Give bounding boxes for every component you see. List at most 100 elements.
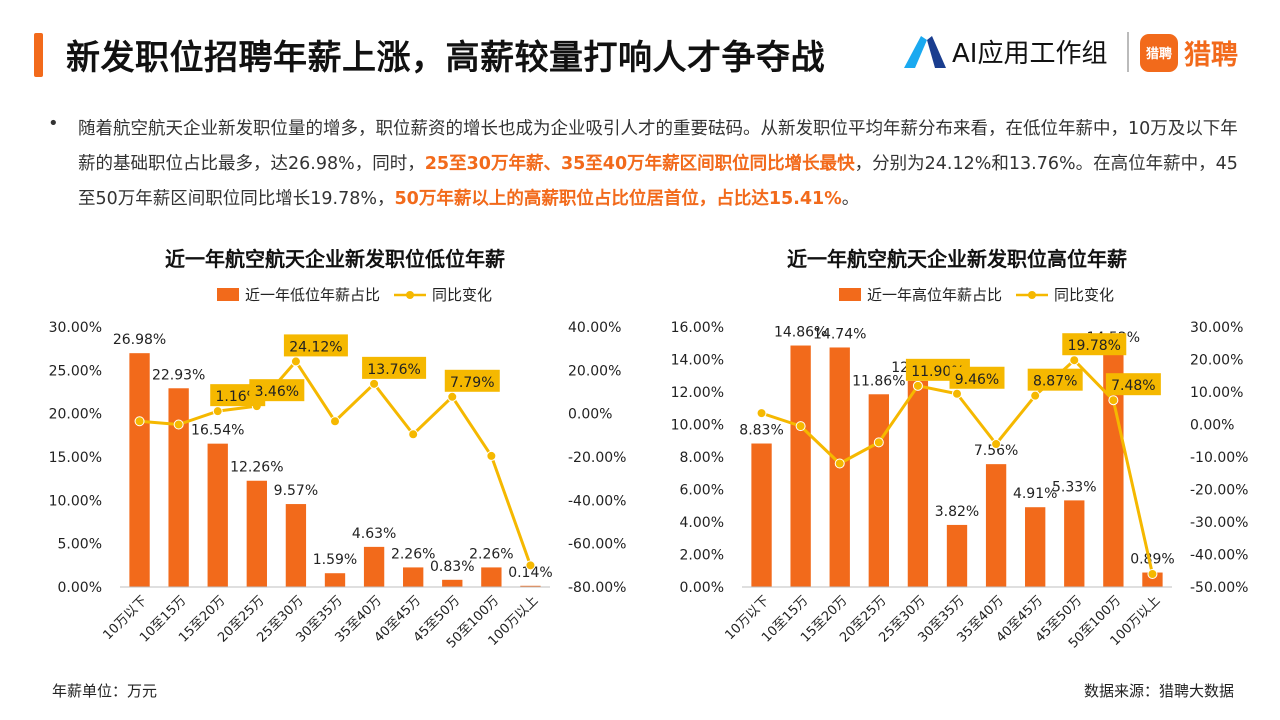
y-left-tick-label: 5.00% <box>58 537 102 553</box>
line-label-box <box>1062 333 1127 356</box>
yoy-line <box>139 359 532 566</box>
line-label: 7.79% <box>444 369 500 392</box>
y-left-tick-label: 4.00% <box>680 515 724 531</box>
y-left-tick-label: 12.00% <box>671 385 724 401</box>
y-left-tick-label: 14.00% <box>671 353 724 369</box>
bar <box>1025 507 1046 587</box>
legend-bar-swatch <box>839 288 861 301</box>
chart-title: 近一年航空航天企业新发职位低位年薪 <box>165 247 505 271</box>
bar <box>129 353 150 587</box>
bar <box>285 504 307 587</box>
legend-line-label: 同比变化 <box>432 286 492 304</box>
y-right-tick-label: -40.00% <box>568 493 626 509</box>
y-left-tick-label: 30.00% <box>49 320 102 336</box>
legend-line-label: 同比变化 <box>1054 286 1114 304</box>
line-label: 8.87% <box>1027 368 1083 391</box>
bar-value-label: 4.91% <box>1013 486 1057 502</box>
y-left-tick-label: 0.00% <box>680 580 724 596</box>
bar-value-label: 0.89% <box>1130 552 1174 568</box>
line-value-label: 9.46% <box>955 372 999 388</box>
line-label: 7.48% <box>1105 373 1161 396</box>
bar-value-label: 2.26% <box>391 546 435 562</box>
y-left-tick-label: 20.00% <box>49 407 102 423</box>
y-right-tick-label: 30.00% <box>1190 320 1243 336</box>
summary-text-3: 。 <box>841 189 860 209</box>
line-value-label: 19.78% <box>1068 338 1121 354</box>
y-left-tick-label: 25.00% <box>49 363 102 379</box>
summary-paragraph: 随着航空航天企业新发职位量的增多，职位薪资的增长也成为企业吸引人才的重要砝码。从… <box>78 112 1248 217</box>
data-source-note: 数据来源：猎聘大数据 <box>1083 682 1234 700</box>
line-value-label: 1.16% <box>215 389 259 405</box>
line-point <box>173 419 184 430</box>
ai-logo-icon <box>904 35 946 68</box>
line-point <box>756 408 767 419</box>
line-label: 13.76% <box>362 356 427 379</box>
bar-value-label: 9.57% <box>274 483 318 499</box>
line-label-box <box>1105 373 1161 396</box>
line-point <box>1030 390 1041 401</box>
line-point <box>1069 355 1080 366</box>
chart-title: 近一年航空航天企业新发职位高位年薪 <box>787 247 1127 271</box>
bar-value-label: 22.93% <box>152 367 205 383</box>
legend-bar-swatch <box>217 288 239 301</box>
y-right-tick-label: -40.00% <box>1190 548 1248 564</box>
legend-line-marker <box>406 291 414 299</box>
line-label-box <box>249 379 305 402</box>
line-point <box>912 380 923 391</box>
line-point <box>134 416 145 427</box>
chart-legend: 近一年高位年薪占比 同比变化 <box>839 286 1114 304</box>
line-value-label: 24.12% <box>289 339 342 355</box>
liepin-brand: 猎聘 猎聘 <box>1140 33 1238 72</box>
line-value-label: 7.48% <box>1111 378 1155 394</box>
line-point <box>408 429 419 440</box>
line-value-label: 7.79% <box>450 375 494 391</box>
line-value-label: 13.76% <box>367 362 420 378</box>
bar-value-label: 14.86% <box>774 325 827 341</box>
bar-value-label: 8.83% <box>739 423 783 439</box>
y-right-tick-label: -80.00% <box>568 580 626 596</box>
line-label: 19.78% <box>1062 333 1127 356</box>
bar <box>403 567 424 587</box>
brand-divider <box>1127 32 1129 72</box>
line-point <box>486 450 497 461</box>
line-point <box>525 560 536 571</box>
line-label: 9.46% <box>949 366 1005 389</box>
bar-value-label: 5.33% <box>1052 479 1096 495</box>
line-point <box>330 416 340 427</box>
line-label: 24.12% <box>283 334 348 357</box>
bar-value-label: 16.54% <box>191 423 244 439</box>
summary-text-2: ，分别为24.12%和13.76%。在高位年薪中，45至50万年薪区间职位同比增… <box>78 154 1238 209</box>
y-right-tick-label: 40.00% <box>568 320 621 336</box>
bar <box>868 394 889 587</box>
line-point <box>447 391 458 402</box>
page-title: 新发职位招聘年薪上涨，高薪较量打响人才争夺战 <box>66 38 825 78</box>
bar <box>168 388 189 587</box>
line-point <box>212 406 223 417</box>
bar-value-label: 26.98% <box>113 332 166 348</box>
y-right-tick-label: -60.00% <box>568 537 626 553</box>
y-right-tick-label: -30.00% <box>1190 515 1248 531</box>
legend-bar-label: 近一年低位年薪占比 <box>245 286 380 304</box>
bar <box>442 579 463 587</box>
summary-text-1: 随着航空航天企业新发职位量的增多，职位薪资的增长也成为企业吸引人才的重要砝码。从… <box>78 119 1238 174</box>
y-left-tick-label: 10.00% <box>671 418 724 434</box>
y-left-tick-label: 0.00% <box>58 580 102 596</box>
line-label: 3.46% <box>249 379 305 402</box>
line-point <box>1147 569 1158 579</box>
chart-high-salary: 近一年航空航天企业新发职位高位年薪 近一年高位年薪占比 同比变化 0.00% 2.00%… <box>640 238 1260 668</box>
bar-value-label: 2.26% <box>469 546 513 562</box>
line-point <box>873 437 884 448</box>
line-label-box <box>283 334 348 357</box>
y-left-tick-label: 15.00% <box>49 450 102 466</box>
line-point <box>795 421 806 432</box>
bar <box>907 380 929 587</box>
line-point <box>290 356 301 367</box>
line-label-box <box>949 366 1005 389</box>
y-left-tick-label: 6.00% <box>680 483 724 499</box>
y-right-tick-label: 10.00% <box>1190 385 1243 401</box>
y-left-tick-label: 16.00% <box>671 320 724 336</box>
y-right-tick-label: 0.00% <box>568 407 612 423</box>
line-point <box>952 388 962 399</box>
